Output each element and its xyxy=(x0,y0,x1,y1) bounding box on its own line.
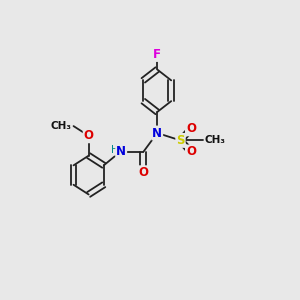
Text: CH₃: CH₃ xyxy=(50,121,71,131)
Text: O: O xyxy=(138,166,148,179)
Text: F: F xyxy=(153,48,161,61)
Text: N: N xyxy=(116,146,126,158)
Text: O: O xyxy=(84,129,94,142)
Text: O: O xyxy=(186,122,196,135)
Text: O: O xyxy=(186,146,196,158)
Text: CH₃: CH₃ xyxy=(205,135,226,146)
Text: H: H xyxy=(111,145,119,155)
Text: S: S xyxy=(176,134,185,147)
Text: N: N xyxy=(152,127,162,140)
